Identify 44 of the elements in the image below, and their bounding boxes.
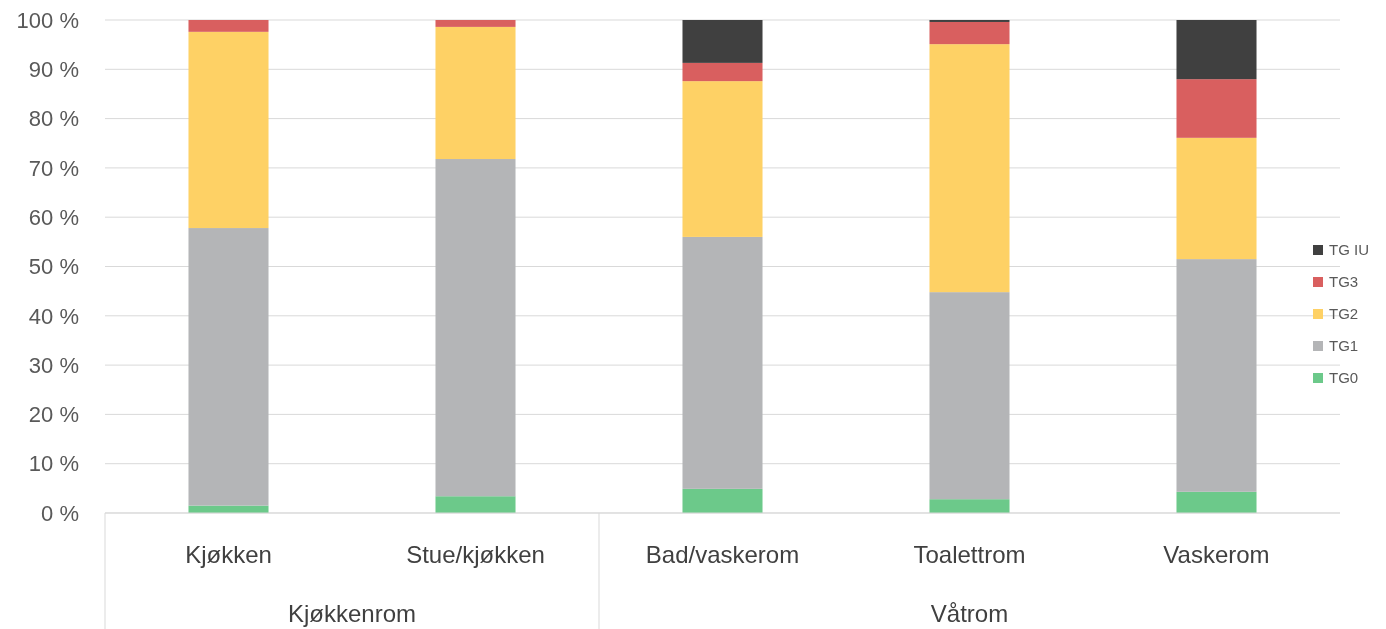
- bar: [188, 20, 269, 32]
- bar: [1176, 491, 1257, 513]
- bar: [682, 488, 763, 513]
- legend-label: TG3: [1329, 273, 1359, 291]
- y-tick-label: 30 %: [28, 352, 79, 378]
- y-tick-label: 50 %: [28, 254, 79, 280]
- bar: [929, 21, 1010, 45]
- x-tick-label: Kjøkken: [185, 541, 272, 568]
- x-tick-label: Bad/vaskerom: [645, 541, 800, 568]
- bar: [929, 499, 1010, 513]
- bar: [188, 31, 269, 229]
- bar: [1176, 137, 1257, 260]
- bar: [435, 496, 516, 513]
- y-tick-label: 60 %: [28, 204, 79, 230]
- x-tick-label: Vaskerom: [1163, 541, 1270, 568]
- bar: [929, 44, 1010, 293]
- bar: [1176, 259, 1257, 492]
- bar: [682, 62, 763, 82]
- x-tick-label: Stue/kjøkken: [406, 541, 545, 568]
- bar: [188, 228, 269, 506]
- y-tick-label: 20 %: [28, 402, 79, 428]
- y-tick-label: 90 %: [28, 57, 79, 82]
- bar: [435, 26, 516, 160]
- y-tick-label: 100 %: [16, 7, 79, 33]
- bar: [1176, 20, 1257, 80]
- bar: [682, 81, 763, 237]
- bar: [682, 20, 763, 63]
- text: Våtrom: [930, 600, 1009, 627]
- legend-label: TG2: [1329, 305, 1359, 323]
- text: Kjøkkenrom: [287, 600, 417, 627]
- bar: [1176, 79, 1257, 138]
- y-tick-label: 80 %: [28, 106, 79, 132]
- y-tick-label: 0 %: [41, 500, 79, 526]
- legend-label: TG1: [1329, 337, 1359, 355]
- y-tick-label: 70 %: [28, 155, 79, 181]
- legend-label: TG0: [1329, 369, 1359, 387]
- bar: [435, 20, 516, 27]
- y-tick-label: 10 %: [28, 451, 79, 477]
- x-tick-label: Toalettrom: [913, 541, 1026, 568]
- bar: [435, 159, 516, 497]
- legend-label: TG IU: [1329, 241, 1369, 259]
- bar: [929, 292, 1010, 500]
- y-tick-label: 40 %: [28, 303, 79, 329]
- bar: [682, 236, 763, 489]
